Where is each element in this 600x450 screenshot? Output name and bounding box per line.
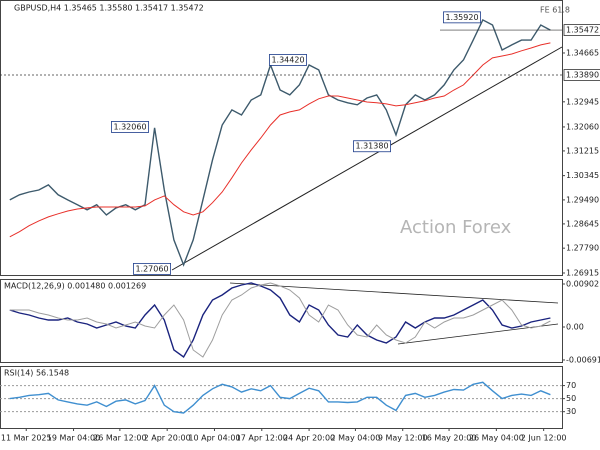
fe-label: FE 61.8 <box>540 6 570 15</box>
y-tick-label: 0.00902 <box>566 280 599 289</box>
x-tick-label: 11 Mar 2025 <box>1 434 52 443</box>
y-tick-label: 1.27790 <box>566 244 599 253</box>
x-tick-label: 26 May 04:00 <box>469 434 524 443</box>
watermark: Action Forex <box>400 217 512 238</box>
label-box <box>111 121 149 133</box>
y-tick-label: 1.32945 <box>566 97 599 106</box>
label-box <box>269 54 307 66</box>
label-box <box>353 140 391 153</box>
macd-trend-line <box>229 282 559 304</box>
x-tick-label: 24 Apr 20:00 <box>283 434 335 443</box>
y-tick-label: 30 <box>566 407 576 416</box>
y-tick-label: 1.30345 <box>566 171 599 180</box>
x-tick-label: 9 May 12:00 <box>378 434 428 443</box>
y-tick-label: 50 <box>566 394 576 403</box>
level-label: 1.35472 <box>566 26 599 35</box>
y-tick-label: 1.29490 <box>566 195 599 204</box>
y-tick-label: -0.006915 <box>566 355 600 364</box>
macd-title: MACD(12,26,9) 0.001480 0.001269 <box>4 282 146 291</box>
rsi-title: RSI(14) 56.1548 <box>4 369 69 378</box>
series-line <box>9 42 551 238</box>
y-tick-label: 1.28645 <box>566 219 599 228</box>
y-tick-label: 0.00 <box>566 323 584 332</box>
label-box <box>563 69 600 81</box>
x-tick-label: 17 Apr 12:00 <box>236 434 288 443</box>
label-box <box>563 24 600 36</box>
x-tick-label: 10 Apr 04:00 <box>188 434 240 443</box>
x-tick-label: 16 May 20:00 <box>422 434 477 443</box>
macd-trend-line <box>397 323 559 345</box>
y-tick-label: 70 <box>566 381 576 390</box>
trend-line <box>171 46 563 271</box>
level-label: 1.33890 <box>566 70 599 79</box>
x-tick-label: 2 May 04:00 <box>331 434 381 443</box>
series-line <box>9 18 551 267</box>
x-tick-label: 2 Apr 20:00 <box>144 434 191 443</box>
price-annotation: 1.31380 <box>355 142 388 151</box>
y-tick-label: 1.31215 <box>566 146 599 155</box>
x-tick-label: 2 Jun 12:00 <box>521 434 567 443</box>
label-box <box>443 11 481 24</box>
chart-title: GBPUSD,H4 1.35465 1.35580 1.35417 1.3547… <box>14 4 204 13</box>
series-line <box>9 381 551 414</box>
price-annotation: 1.27060 <box>135 264 168 273</box>
y-tick-label: 1.34665 <box>566 48 599 57</box>
price-annotation: 1.34420 <box>271 55 304 64</box>
price-panel <box>0 0 563 276</box>
price-annotation: 1.35920 <box>445 13 478 22</box>
series-line <box>9 282 551 358</box>
series-line <box>9 282 551 359</box>
y-tick-label: 1.26915 <box>566 269 599 278</box>
x-tick-label: 26 Mar 12:00 <box>93 434 146 443</box>
rsi-panel <box>0 366 563 429</box>
x-tick-label: 19 Mar 04:00 <box>47 434 100 443</box>
price-annotation: 1.32060 <box>113 122 146 131</box>
y-tick-label: 1.32060 <box>566 122 599 131</box>
label-box <box>133 262 171 275</box>
macd-panel <box>0 279 563 363</box>
